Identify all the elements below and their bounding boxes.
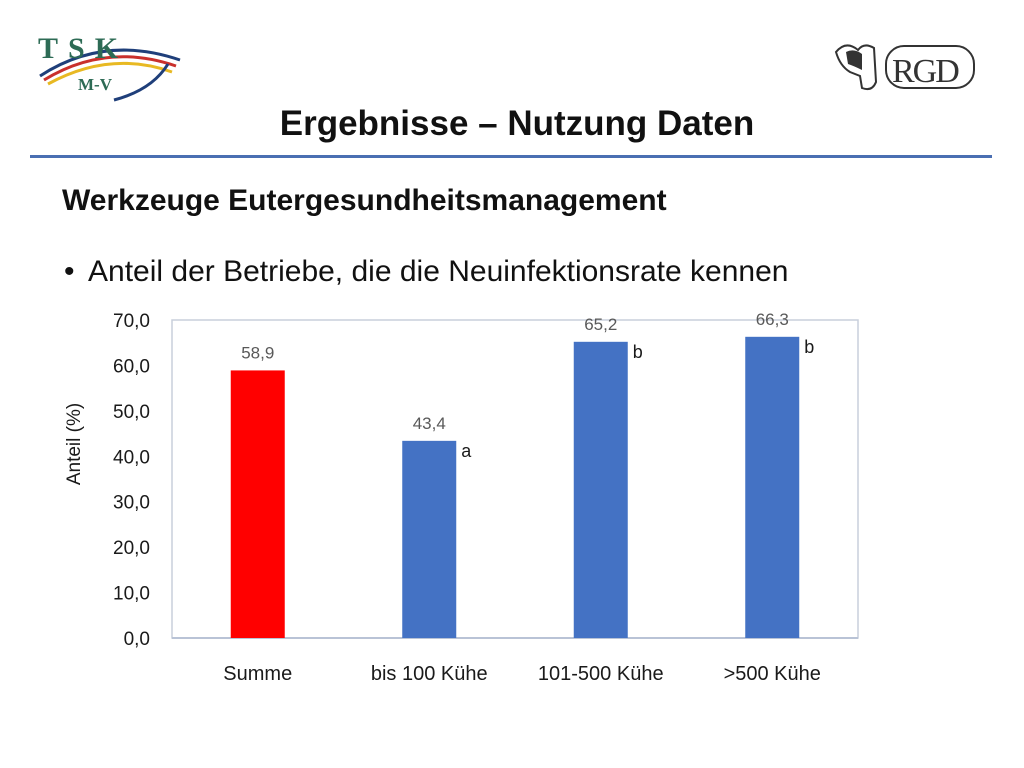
y-tick-label: 30,0	[113, 493, 150, 514]
y-tick-label: 10,0	[113, 584, 150, 605]
bullet-point: • Anteil der Betriebe, die die Neuinfekti…	[64, 255, 788, 289]
y-tick-label: 0,0	[124, 629, 150, 650]
x-tick-label: Summe	[223, 663, 292, 685]
x-tick-label: 101-500 Kühe	[538, 663, 664, 685]
rgd-outline	[885, 45, 975, 89]
y-tick-label: 20,0	[113, 538, 150, 559]
data-label: 43,4	[413, 414, 446, 433]
slide-title: Ergebnisse – Nutzung Daten	[279, 104, 755, 143]
x-tick-label: >500 Kühe	[724, 663, 821, 685]
x-tick-label: bis 100 Kühe	[371, 663, 488, 685]
cow-patch	[846, 50, 862, 70]
bullet-text: Anteil der Betriebe, die die Neuinfektio…	[88, 255, 789, 288]
data-label: 66,3	[756, 310, 789, 329]
logo-swoosh-lower	[113, 63, 170, 102]
y-tick-label: 70,0	[113, 311, 150, 332]
data-label: 65,2	[584, 315, 617, 334]
y-tick-label: 50,0	[113, 402, 150, 423]
slide-subtitle: Werkzeuge Eutergesundheitsmanagement	[62, 184, 667, 217]
tsk-mv-logo: TSK M-V	[38, 32, 181, 102]
cow-head-icon	[834, 44, 878, 91]
significance-letter: a	[461, 441, 472, 461]
y-axis-label: Anteil (%)	[64, 403, 85, 485]
significance-letter: b	[633, 342, 643, 362]
bullet-dot-icon: •	[64, 255, 75, 288]
bar-1	[402, 440, 457, 638]
y-tick-label: 60,0	[113, 356, 150, 377]
y-tick-label: 40,0	[113, 447, 150, 468]
logo-swoosh-blue	[39, 48, 181, 78]
bar-0	[230, 370, 285, 638]
logo-swoosh-yellow	[47, 61, 173, 86]
bar-3	[745, 336, 800, 638]
bar-2	[573, 341, 628, 638]
logo-mv-text: M-V	[78, 75, 113, 94]
rgd-cow-logo: RGD	[834, 44, 975, 91]
logo-rgd-text: RGD	[892, 53, 959, 90]
title-divider	[30, 155, 992, 158]
significance-letter: b	[804, 337, 814, 357]
logo-tsk-text: TSK	[38, 32, 128, 65]
logo-swoosh-red	[43, 55, 177, 82]
data-label: 58,9	[241, 343, 274, 362]
